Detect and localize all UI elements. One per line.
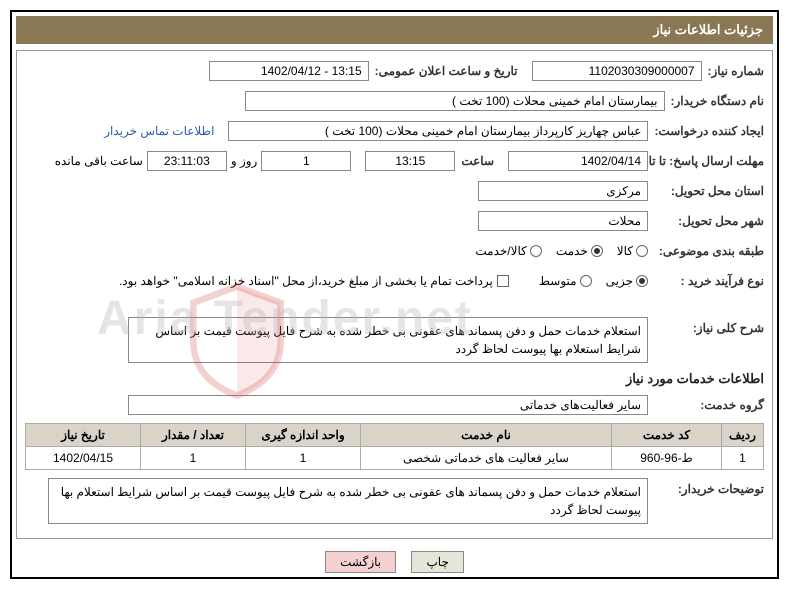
buyer-desc-label: توضیحات خریدار: <box>654 478 764 496</box>
back-button[interactable]: بازگشت <box>325 551 396 573</box>
table-cell: 1402/04/15 <box>26 447 141 470</box>
service-group-value: سایر فعالیت‌های خدماتی <box>128 395 648 415</box>
radio-icon <box>591 245 603 257</box>
buyer-org-value: بیمارستان امام خمینی محلات (100 تخت ) <box>245 91 665 111</box>
table-cell: 1 <box>246 447 361 470</box>
service-info-title: اطلاعات خدمات مورد نیاز <box>25 371 764 387</box>
buyer-contact-link[interactable]: اطلاعات تماس خریدار <box>104 124 214 138</box>
footer-buttons: چاپ بازگشت <box>16 551 773 573</box>
row-delivery-province: استان محل تحویل: مرکزی <box>25 179 764 203</box>
table-header-cell: کد خدمت <box>612 424 722 447</box>
row-creator: ایجاد کننده درخواست: عباس چهاریز کارپردا… <box>25 119 764 143</box>
deadline-remaining-label: ساعت باقی مانده <box>55 154 143 168</box>
category-option-0[interactable]: کالا <box>617 244 648 258</box>
purchase-type-option-1[interactable]: متوسط <box>539 274 592 288</box>
table-header-cell: تعداد / مقدار <box>141 424 246 447</box>
radio-icon <box>636 275 648 287</box>
row-need-number: شماره نیاز: 1102030309000007 تاریخ و ساع… <box>25 59 764 83</box>
creator-label: ایجاد کننده درخواست: <box>654 124 764 138</box>
row-buyer-org: نام دستگاه خریدار: بیمارستان امام خمینی … <box>25 89 764 113</box>
table-cell: ط-96-960 <box>612 447 722 470</box>
print-button[interactable]: چاپ <box>411 551 463 573</box>
announce-datetime-label: تاریخ و ساعت اعلان عمومی: <box>375 64 518 78</box>
row-category: طبقه بندی موضوعی: کالا خدمت کالا/خدمت <box>25 239 764 263</box>
window-frame: جزئیات اطلاعات نیاز Aria Tender.net شمار… <box>10 10 779 579</box>
creator-value: عباس چهاریز کارپرداز بیمارستان امام خمین… <box>228 121 648 141</box>
deadline-time: 13:15 <box>365 151 455 171</box>
treasury-checkbox[interactable] <box>497 275 509 287</box>
treasury-note: پرداخت تمام یا بخشی از مبلغ خرید،از محل … <box>119 274 493 288</box>
category-radio-group: کالا خدمت کالا/خدمت <box>475 244 648 258</box>
row-service-group: گروه خدمت: سایر فعالیت‌های خدماتی <box>25 393 764 417</box>
radio-label: متوسط <box>539 274 577 288</box>
buyer-org-label: نام دستگاه خریدار: <box>671 94 765 108</box>
deadline-days: 1 <box>261 151 351 171</box>
purchase-type-option-0[interactable]: جزیی <box>606 274 648 288</box>
row-buyer-desc: توضیحات خریدار: استعلام خدمات حمل و دفن … <box>25 478 764 524</box>
announce-datetime-value: 13:15 - 1402/04/12 <box>209 61 369 81</box>
deadline-time-label: ساعت <box>461 154 494 168</box>
delivery-city-value: محلات <box>478 211 648 231</box>
table-cell: سایر فعالیت های خدماتی شخصی <box>361 447 612 470</box>
radio-icon <box>530 245 542 257</box>
row-delivery-city: شهر محل تحویل: محلات <box>25 209 764 233</box>
purchase-type-radio-group: جزیی متوسط <box>539 274 648 288</box>
table-header-row: ردیفکد خدمتنام خدمتواحد اندازه گیریتعداد… <box>26 424 764 447</box>
panel-title: جزئیات اطلاعات نیاز <box>16 16 773 44</box>
row-purchase-type: نوع فرآیند خرید : جزیی متوسط پرداخت تمام … <box>25 269 764 293</box>
deadline-date: 1402/04/14 <box>508 151 648 171</box>
category-label: طبقه بندی موضوعی: <box>654 244 764 258</box>
table-row: 1ط-96-960سایر فعالیت های خدماتی شخصی1114… <box>26 447 764 470</box>
radio-label: کالا <box>617 244 633 258</box>
delivery-city-label: شهر محل تحویل: <box>654 214 764 228</box>
category-option-1[interactable]: خدمت <box>556 244 603 258</box>
table-header-cell: ردیف <box>722 424 764 447</box>
need-number-value: 1102030309000007 <box>532 61 702 81</box>
row-deadline: مهلت ارسال پاسخ: تا تاریخ: 1402/04/14 سا… <box>25 149 764 173</box>
buyer-desc-value: استعلام خدمات حمل و دفن پسماند های عفونی… <box>48 478 648 524</box>
purchase-type-label: نوع فرآیند خرید : <box>654 274 764 288</box>
overview-label: شرح کلی نیاز: <box>654 317 764 335</box>
deadline-label: مهلت ارسال پاسخ: تا تاریخ: <box>654 154 764 168</box>
need-number-label: شماره نیاز: <box>708 64 764 78</box>
service-group-label: گروه خدمت: <box>654 398 764 412</box>
table-header-cell: نام خدمت <box>361 424 612 447</box>
table-cell: 1 <box>722 447 764 470</box>
category-option-2[interactable]: کالا/خدمت <box>475 244 541 258</box>
deadline-hms: 23:11:03 <box>147 151 227 171</box>
row-overview: شرح کلی نیاز: استعلام خدمات حمل و دفن پس… <box>25 317 764 363</box>
content-frame: Aria Tender.net شماره نیاز: 110203030900… <box>16 50 773 539</box>
deadline-days-label: روز و <box>231 154 258 168</box>
radio-label: خدمت <box>556 244 588 258</box>
radio-label: جزیی <box>606 274 633 288</box>
delivery-province-label: استان محل تحویل: <box>654 184 764 198</box>
radio-icon <box>580 275 592 287</box>
table-header-cell: تاریخ نیاز <box>26 424 141 447</box>
radio-icon <box>636 245 648 257</box>
table-header-cell: واحد اندازه گیری <box>246 424 361 447</box>
radio-label: کالا/خدمت <box>475 244 526 258</box>
overview-value: استعلام خدمات حمل و دفن پسماند های عفونی… <box>128 317 648 363</box>
delivery-province-value: مرکزی <box>478 181 648 201</box>
table-cell: 1 <box>141 447 246 470</box>
service-table: ردیفکد خدمتنام خدمتواحد اندازه گیریتعداد… <box>25 423 764 470</box>
